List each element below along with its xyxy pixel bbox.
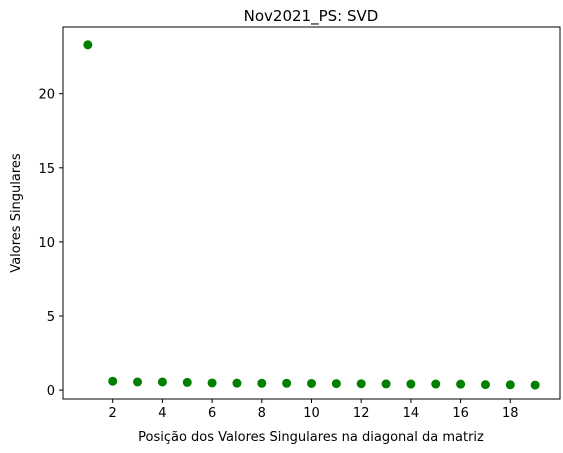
x-axis: 2 4 6 8 10 12 14 16 18 bbox=[109, 399, 519, 421]
data-point bbox=[480, 380, 490, 390]
x-tick-label: 10 bbox=[303, 406, 320, 421]
data-point bbox=[356, 379, 366, 389]
data-point bbox=[182, 377, 192, 387]
data-point bbox=[505, 380, 515, 390]
x-tick-label: 2 bbox=[109, 406, 117, 421]
x-tick-label: 6 bbox=[208, 406, 216, 421]
data-point bbox=[108, 376, 118, 386]
x-tick-label: 14 bbox=[403, 406, 420, 421]
data-point bbox=[207, 378, 217, 388]
data-point bbox=[331, 379, 341, 389]
y-tick-label: 20 bbox=[38, 88, 55, 103]
chart-title: Nov2021_PS: SVD bbox=[244, 7, 379, 26]
y-tick-label: 15 bbox=[38, 162, 55, 177]
x-axis-label: Posição dos Valores Singulares na diagon… bbox=[138, 430, 484, 445]
x-tick-label: 8 bbox=[258, 406, 266, 421]
data-point bbox=[406, 379, 416, 389]
data-points bbox=[83, 40, 540, 390]
y-tick-label: 0 bbox=[47, 384, 55, 399]
data-point bbox=[232, 378, 242, 388]
data-point bbox=[530, 380, 540, 390]
data-point bbox=[431, 379, 441, 389]
data-point bbox=[282, 378, 292, 388]
y-axis-label: Valores Singulares bbox=[9, 153, 24, 273]
data-point bbox=[83, 40, 93, 50]
data-point bbox=[381, 379, 391, 389]
data-point bbox=[456, 379, 466, 389]
data-point bbox=[257, 378, 267, 388]
data-point bbox=[307, 378, 316, 388]
x-tick-label: 12 bbox=[353, 406, 370, 421]
y-tick-label: 10 bbox=[38, 236, 55, 251]
x-tick-label: 16 bbox=[452, 406, 469, 421]
plot-frame bbox=[62, 26, 561, 400]
y-axis: 0 5 10 15 20 bbox=[38, 88, 63, 399]
data-point bbox=[157, 377, 167, 387]
x-tick-label: 18 bbox=[502, 406, 519, 421]
x-tick-label: 4 bbox=[158, 406, 166, 421]
data-point bbox=[133, 377, 143, 387]
y-tick-label: 5 bbox=[47, 310, 55, 325]
